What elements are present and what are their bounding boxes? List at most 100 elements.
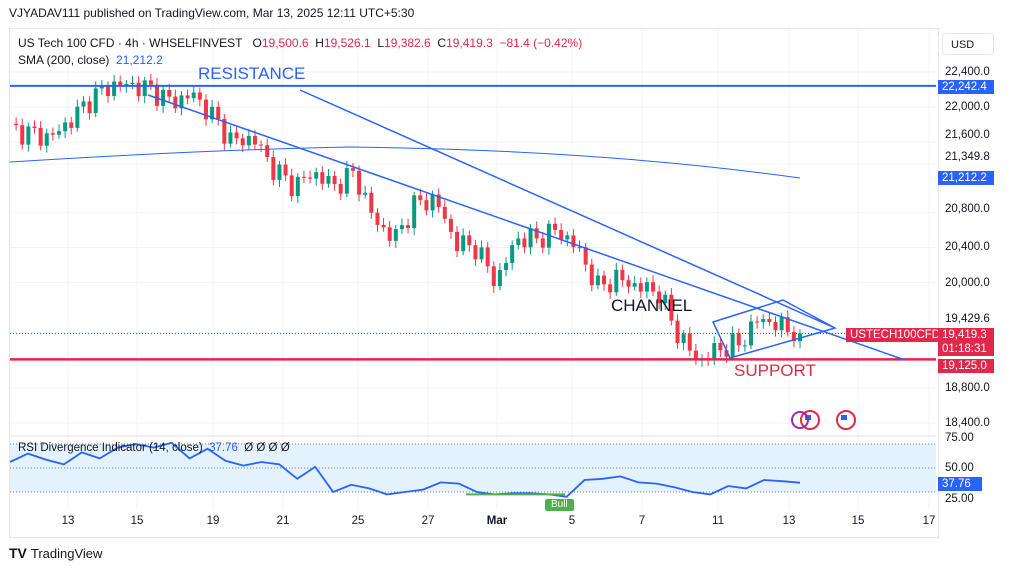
candle-body [148,80,153,85]
candle-body [522,238,527,248]
candle-body [559,229,564,240]
candle-body [718,343,723,351]
candle-body [712,343,717,361]
candle-body [785,317,790,333]
price-axis-label: 22,000.0 [945,101,990,113]
candle-body [467,235,472,246]
candle-body [289,175,294,197]
candle-body [203,99,208,120]
support-price-tag: 19,125.0 [938,359,994,373]
candle-body [20,125,25,145]
candle-body [461,235,466,252]
candle-body [620,269,625,281]
candle-body [516,238,521,246]
candle-body [210,106,215,120]
candle-body [14,123,19,126]
candle-body [779,317,784,331]
candle-body [767,319,772,322]
candle-body [583,247,588,265]
candle-body [375,212,380,225]
candle-body [651,282,656,292]
candle-body [301,176,306,178]
resistance-price-tag: 22,242.4 [938,80,994,94]
candle-body [136,82,141,97]
candle-body [761,319,766,323]
tradingview-logo[interactable]: TV TradingView [9,545,102,561]
candle-body [161,90,166,106]
candle-body [791,332,796,342]
currency-button[interactable]: USD [942,33,994,55]
close-value: 19,419.3 [446,36,493,50]
high-label: H [315,36,324,50]
candle-body [56,131,61,135]
candle-body [179,95,184,109]
candle-body [485,247,490,267]
channel-lower-line [147,94,906,361]
date-axis-label: 25 [351,515,365,527]
bull-divergence-label: Bull [545,499,574,511]
candle-body [528,228,533,248]
candle-body [632,283,637,287]
candle-body [565,235,570,240]
date-axis-label: 11 [712,515,724,527]
chart-frame[interactable] [9,28,939,538]
candle-body [577,247,582,249]
date-axis-label: 7 [638,515,646,527]
candle-body [687,333,692,351]
candle-body [571,235,576,248]
bar-countdown: 01:18:31 [942,343,987,355]
candle-body [638,283,643,292]
rsi-axis-label: 75.00 [945,432,974,444]
candle-body [387,227,392,241]
candle-body [730,333,735,357]
rsi-legend: RSI Divergence Indicator (14, close) 37.… [18,442,290,454]
candle-body [105,85,110,96]
candle-body [271,157,276,180]
candle-body [393,229,398,241]
candle-body [32,126,37,129]
date-axis-label: 27 [421,515,435,527]
candle-body [265,145,270,158]
candle-body [332,175,337,184]
candle-body [626,280,631,287]
candle-body [167,90,172,97]
candle-body [38,128,43,146]
candle-body [118,81,123,86]
price-axis-label: 18,400.0 [945,417,990,429]
low-value: 19,382.6 [384,36,431,50]
candle-body [406,225,411,228]
candle-body [497,269,502,287]
price-axis-label: 20,000.0 [945,277,990,289]
date-axis-label: Mar [486,515,508,527]
rsi-line [9,441,801,498]
candle-body [246,135,251,146]
candle-body [363,192,368,195]
brand-name: TradingView [30,545,103,561]
candle-body [295,176,300,197]
candle-body [69,122,74,128]
candle-body [130,82,135,85]
rsi-value: 37.76 [209,442,238,454]
sma-price-tag: 21,212.2 [938,171,994,185]
candle-body [259,144,264,146]
rsi-extras: Ø Ø Ø Ø [244,442,290,454]
candle-body [553,223,558,230]
candle-body [742,345,747,347]
date-axis-label: 13 [782,515,796,527]
candle-body [430,194,435,211]
candle-body [589,264,594,286]
resistance-annotation[interactable]: RESISTANCE [198,64,306,83]
candle-body [173,96,178,109]
price-axis-label: 18,800.0 [945,382,990,394]
channel-annotation[interactable]: CHANNEL [611,296,693,315]
support-annotation[interactable]: SUPPORT [734,361,816,380]
price-axis-label: 20,800.0 [945,203,990,215]
candle-body [75,106,80,128]
candle-body [412,195,417,228]
date-axis-label: 21 [276,515,290,527]
candle-body [675,320,680,344]
candle-body [277,164,282,180]
candle-body [736,333,741,346]
sma-line [9,146,801,179]
